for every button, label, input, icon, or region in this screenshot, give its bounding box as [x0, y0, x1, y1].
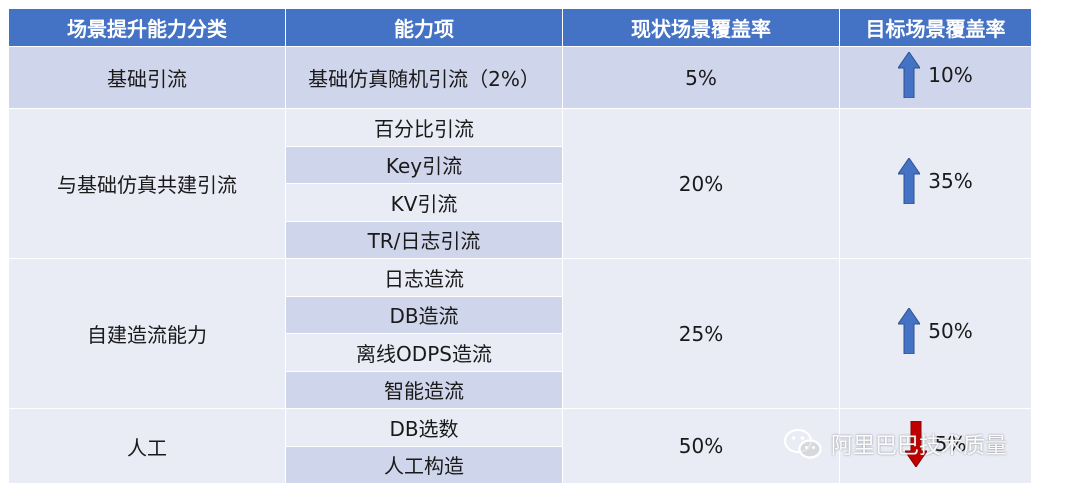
capability-cell: 基础仿真随机引流（2%） — [285, 46, 563, 109]
target-cell: 35% — [839, 108, 1032, 259]
table-row: 人工构造 — [9, 445, 1032, 484]
watermark: 阿里巴巴技术质量 — [783, 427, 1007, 461]
category-cell: 与基础仿真共建引流 — [8, 108, 286, 259]
category-cell: 人工 — [8, 408, 286, 484]
capability-cell: TR/日志引流 — [285, 220, 563, 259]
table-row: Key引流 — [9, 145, 1032, 184]
header-category: 场景提升能力分类 — [8, 8, 286, 47]
watermark-text: 阿里巴巴技术质量 — [831, 434, 1008, 459]
table-row: 自建造流能力 日志造流 25% 50% — [8, 258, 1032, 409]
table-row: 智能造流 — [9, 370, 1032, 409]
capability-cell: 日志造流 — [285, 258, 563, 297]
table-row: DB造流 — [9, 295, 1032, 334]
table-row: 人工 DB选数 50% 5% — [8, 408, 1032, 484]
capability-cell: 百分比引流 — [285, 108, 563, 147]
capability-cell: 智能造流 — [285, 370, 563, 409]
capability-cell: 离线ODPS造流 — [285, 333, 563, 372]
capability-cell: KV引流 — [285, 183, 563, 222]
arrow-up-icon — [898, 158, 921, 204]
header-row: 场景提升能力分类 能力项 现状场景覆盖率 目标场景覆盖率 — [8, 8, 1032, 47]
header-current: 现状场景覆盖率 — [562, 8, 840, 47]
category-cell: 自建造流能力 — [8, 258, 286, 409]
table-row: 基础引流 基础仿真随机引流（2%） 5% 10% — [8, 46, 1032, 109]
arrow-down-icon — [904, 420, 927, 467]
table-row: 离线ODPS造流 — [9, 333, 1032, 372]
current-cell: 20% — [562, 108, 840, 259]
capability-cell: DB选数 — [285, 408, 563, 447]
arrow-up-icon — [898, 308, 921, 354]
coverage-table: 场景提升能力分类 能力项 现状场景覆盖率 目标场景覆盖率 基础引流 基础仿真随机… — [8, 8, 1032, 484]
target-value: 10% — [928, 63, 973, 87]
current-cell: 25% — [562, 258, 840, 409]
target-value: 5% — [934, 431, 967, 456]
capability-cell: 人工构造 — [285, 445, 563, 484]
target-value: 35% — [928, 169, 973, 193]
wechat-icon — [783, 428, 822, 459]
header-capability: 能力项 — [285, 8, 563, 47]
target-value: 50% — [928, 319, 973, 343]
table-row: KV引流 — [9, 183, 1032, 222]
target-cell: 10% — [839, 46, 1032, 109]
table-row: 与基础仿真共建引流 百分比引流 20% 35% — [8, 108, 1032, 259]
target-cell: 5% — [839, 408, 1032, 484]
capability-cell: Key引流 — [285, 145, 563, 184]
header-target: 目标场景覆盖率 — [839, 8, 1032, 47]
current-cell: 5% — [562, 46, 840, 109]
capability-cell: DB造流 — [285, 295, 563, 334]
category-cell: 基础引流 — [8, 46, 286, 109]
arrow-up-icon — [898, 52, 921, 98]
current-cell: 50% — [562, 408, 840, 484]
target-cell: 50% — [839, 258, 1032, 409]
